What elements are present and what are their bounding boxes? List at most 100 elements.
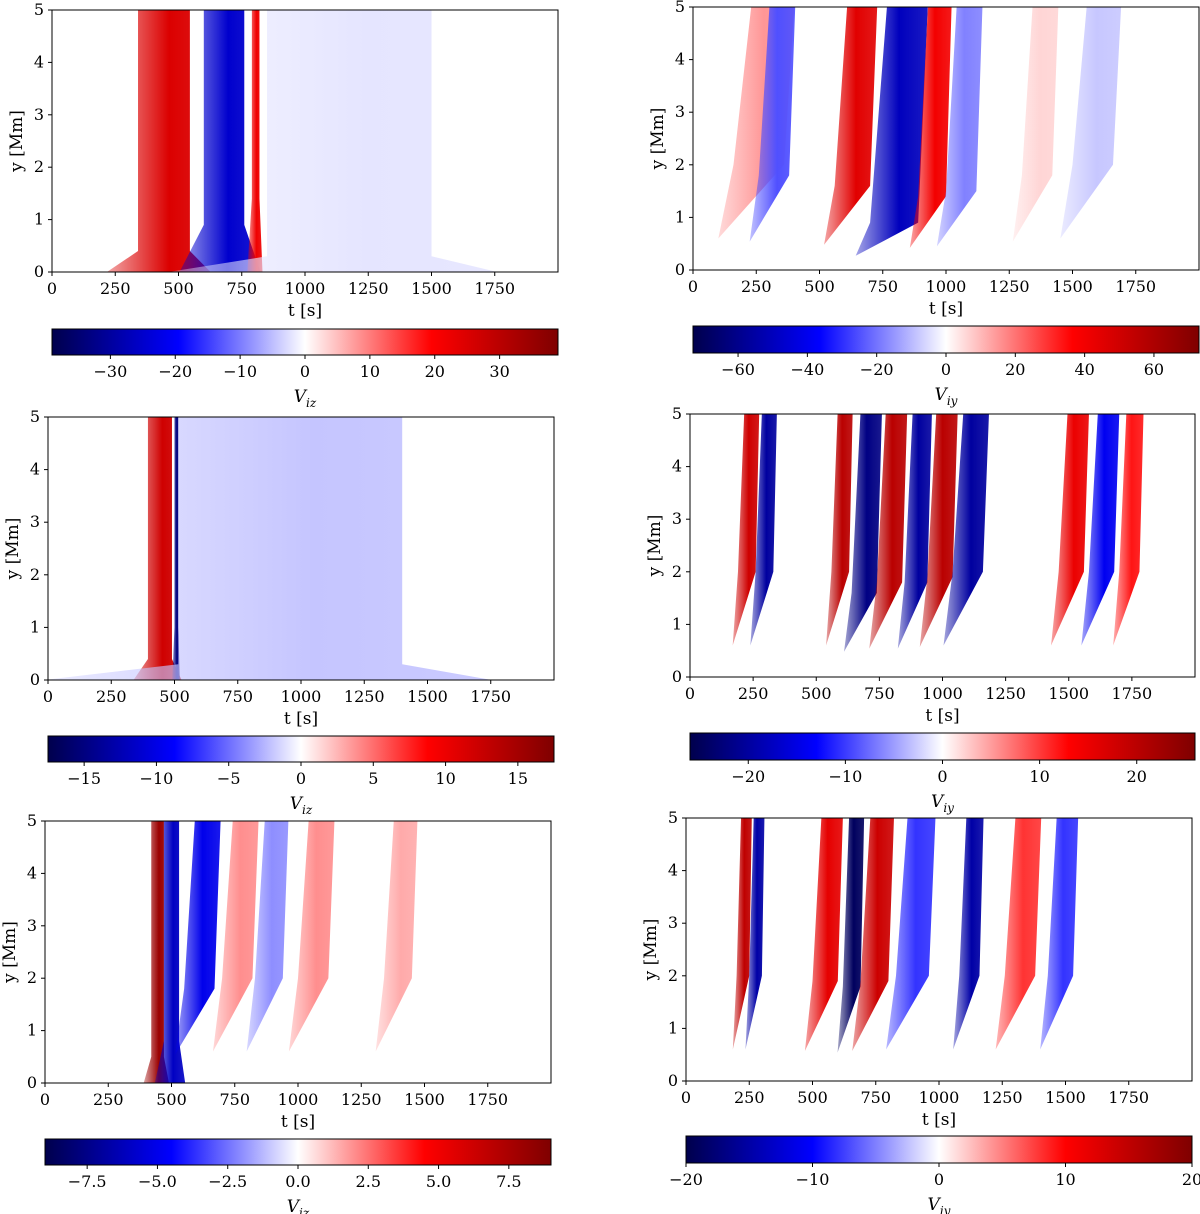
colorbar-tick-label: 15 — [508, 769, 528, 788]
heatmap-feature — [106, 10, 211, 272]
x-tick-label: 1250 — [985, 684, 1026, 703]
colorbar-tick-label: −20 — [669, 1170, 703, 1189]
x-tick-label: 1500 — [1048, 684, 1089, 703]
y-tick-label: 2 — [675, 155, 685, 174]
x-tick-label: 500 — [163, 279, 194, 298]
x-tick-label: 1500 — [1045, 1088, 1086, 1107]
y-tick-label: 1 — [668, 1018, 678, 1037]
chart-panel-middle-right: 0 250 500 750 1000 1250 1500 1750 0 1 2 3 4 5 t [s] y [… — [645, 404, 1196, 815]
heatmap-feature — [750, 414, 777, 646]
heatmap-feature — [1081, 414, 1120, 646]
colorbar-tick-label: 0 — [296, 769, 306, 788]
y-tick-label: 0 — [27, 1073, 37, 1092]
y-tick-label: 5 — [675, 0, 685, 16]
heatmap-feature — [212, 821, 259, 1052]
x-tick-label: 250 — [741, 277, 772, 296]
y-axis-label: y [Mm] — [645, 515, 665, 578]
y-tick-label: 0 — [34, 262, 44, 281]
colorbar-tick-label: −40 — [790, 360, 824, 379]
x-tick-label: 1750 — [1112, 684, 1153, 703]
heatmap-feature — [826, 414, 853, 646]
heatmap-feature — [995, 818, 1042, 1050]
heatmap-features — [718, 7, 1122, 256]
colorbar-tick-label: 10 — [1029, 767, 1049, 786]
heatmap-features — [732, 414, 1144, 652]
colorbar — [689, 732, 1196, 761]
heatmap-features — [732, 818, 1079, 1053]
heatmap-feature — [943, 414, 989, 646]
x-axis-label: t [s] — [284, 709, 318, 729]
x-tick-label: 500 — [801, 684, 832, 703]
x-tick-label: 250 — [96, 687, 127, 706]
heatmap-feature — [732, 818, 752, 1050]
y-tick-label: 3 — [672, 509, 682, 528]
x-tick-label: 1500 — [1052, 277, 1093, 296]
x-tick-label: 1750 — [1115, 277, 1156, 296]
x-tick-label: 750 — [222, 687, 253, 706]
heatmap-feature — [844, 414, 882, 652]
x-tick-label: 750 — [860, 1088, 891, 1107]
x-tick-label: 250 — [734, 1088, 765, 1107]
colorbar-tick-label: 0 — [937, 767, 947, 786]
x-tick-label: 1500 — [404, 1090, 445, 1109]
heatmap-feature — [804, 818, 843, 1052]
x-tick-label: 250 — [738, 684, 769, 703]
y-tick-label: 1 — [34, 210, 44, 229]
heatmap-features — [48, 417, 492, 680]
x-tick-label: 0 — [688, 277, 698, 296]
heatmap-feature — [1012, 7, 1059, 242]
y-tick-label: 3 — [27, 916, 37, 935]
y-tick-label: 2 — [672, 562, 682, 581]
y-tick-label: 2 — [30, 565, 40, 584]
colorbar-label: Viy — [928, 1195, 951, 1214]
x-tick-label: 1250 — [982, 1088, 1023, 1107]
colorbar-tick-label: 40 — [1074, 360, 1094, 379]
y-tick-label: 2 — [34, 157, 44, 176]
plot-area — [686, 818, 1192, 1081]
colorbar — [692, 325, 1200, 354]
colorbar-tick-label: 5 — [368, 769, 378, 788]
x-tick-label: 1000 — [278, 1090, 319, 1109]
y-tick-label: 3 — [675, 102, 685, 121]
x-tick-label: 0 — [47, 279, 57, 298]
heatmap-feature — [837, 818, 865, 1053]
x-tick-label: 250 — [100, 279, 131, 298]
heatmap-feature — [909, 7, 952, 248]
y-axis-label: y [Mm] — [3, 518, 23, 581]
colorbar-tick-label: −10 — [829, 767, 863, 786]
heatmap-feature — [1060, 7, 1122, 239]
y-tick-label: 4 — [675, 50, 685, 69]
colorbar-tick-label: 30 — [489, 362, 509, 381]
colorbar-label: Viy — [935, 385, 958, 408]
heatmap-feature — [855, 7, 928, 256]
x-axis-label: t [s] — [922, 1110, 956, 1130]
colorbar-tick-label: −20 — [731, 767, 765, 786]
y-tick-label: 1 — [30, 617, 40, 636]
y-tick-label: 4 — [27, 863, 37, 882]
colorbar — [685, 1135, 1193, 1164]
x-tick-label: 500 — [797, 1088, 828, 1107]
x-tick-label: 0 — [43, 687, 53, 706]
colorbar-tick-label: −20 — [860, 360, 894, 379]
y-tick-label: 4 — [672, 457, 682, 476]
x-tick-label: 0 — [681, 1088, 691, 1107]
heatmap-feature — [953, 818, 984, 1050]
heatmap-feature — [886, 818, 936, 1050]
colorbar — [44, 1138, 552, 1166]
colorbar-tick-label: −2.5 — [208, 1172, 247, 1191]
colorbar-tick-label: 10 — [1055, 1170, 1075, 1189]
y-tick-label: 3 — [30, 512, 40, 531]
x-tick-label: 1250 — [348, 279, 389, 298]
colorbar-tick-label: 10 — [360, 362, 380, 381]
colorbar-label: Viz — [290, 794, 313, 817]
heatmap-feature — [852, 818, 894, 1052]
y-tick-label: 5 — [27, 811, 37, 830]
x-tick-label: 250 — [93, 1090, 124, 1109]
heatmap-feature — [919, 414, 958, 648]
heatmap-feature — [179, 10, 261, 272]
colorbar-tick-label: −10 — [223, 362, 257, 381]
colorbar-tick-label: 10 — [435, 769, 455, 788]
x-tick-label: 1500 — [407, 687, 448, 706]
x-tick-label: 1250 — [989, 277, 1030, 296]
